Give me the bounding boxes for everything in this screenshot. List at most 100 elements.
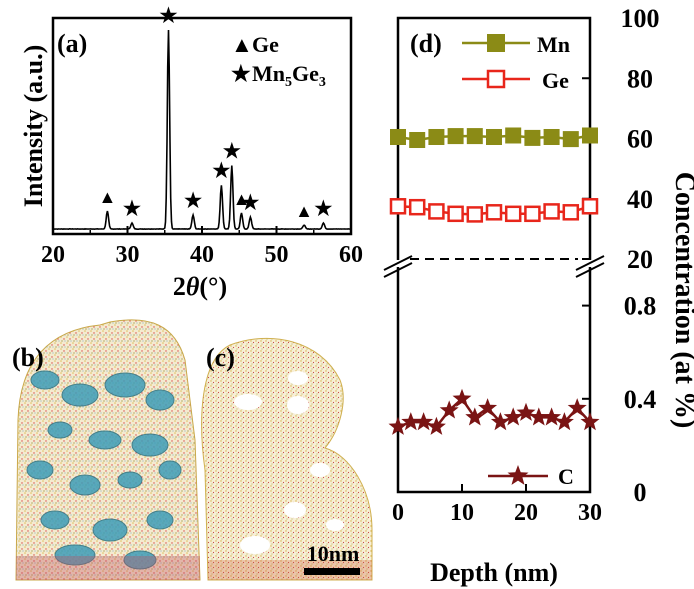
scale-bar-label: 10nm bbox=[307, 541, 360, 566]
series-mn-point bbox=[466, 128, 483, 145]
apt-reconstruction-c: (c) 10nm bbox=[201, 338, 373, 581]
series-c-point bbox=[414, 412, 434, 431]
series-ge-point bbox=[466, 206, 484, 223]
series-c-point bbox=[567, 398, 587, 417]
series-c-point bbox=[388, 416, 408, 435]
series-ge-point bbox=[389, 198, 407, 215]
panel-d-label: (d) bbox=[410, 29, 442, 58]
legend-mn-marker bbox=[487, 34, 505, 52]
series-ge-point bbox=[562, 204, 580, 221]
series-c-point bbox=[452, 388, 472, 407]
conc-y-tick-label: 40 bbox=[627, 185, 653, 214]
legend-mn-label: Mn bbox=[537, 32, 570, 57]
xrd-x-tick-label: 50 bbox=[265, 242, 289, 268]
legend-ge-label: Ge bbox=[252, 32, 279, 57]
series-mn-point bbox=[543, 128, 560, 145]
series-c-point bbox=[542, 407, 562, 426]
panel-a-label: (a) bbox=[57, 29, 87, 58]
legend-ge-symbol: ▲ bbox=[231, 32, 253, 57]
conc-x-tick-label: 0 bbox=[392, 500, 404, 526]
apt-reconstruction-b: (b) bbox=[12, 319, 201, 581]
conc-x-tick-label: 20 bbox=[514, 500, 538, 526]
xrd-x-tick-label: 60 bbox=[339, 242, 363, 268]
mn5ge3-clusters bbox=[26, 370, 182, 570]
series-mn-point bbox=[428, 128, 445, 145]
series-c-point bbox=[465, 407, 485, 426]
series-mn-point bbox=[505, 127, 522, 144]
legend-ge-label: Ge bbox=[542, 68, 569, 93]
xrd-legend: ▲ Ge ★ Mn5Ge3 bbox=[231, 32, 326, 90]
series-c-point bbox=[516, 402, 536, 421]
conc-y-tick-label: 0 bbox=[634, 478, 647, 507]
conc-x-tick-label: 10 bbox=[450, 500, 474, 526]
xrd-peak-marker: ▲ bbox=[98, 187, 116, 207]
series-ge-point bbox=[524, 205, 541, 223]
xrd-panel: (a) ▲ Ge ★ Mn5Ge3 ▲★★★★★▲★ ▲ ★ 20 30 40 50 60 … bbox=[19, 5, 363, 301]
series-mn-point bbox=[486, 128, 502, 145]
xrd-peak-marker: ★ bbox=[241, 192, 259, 214]
conc-y-tick-label: 80 bbox=[627, 64, 653, 93]
series-ge-point bbox=[447, 205, 464, 223]
series-c-point bbox=[478, 398, 498, 417]
series-mn-point bbox=[447, 128, 464, 145]
conc-y-tick-label: 60 bbox=[627, 125, 653, 154]
conc-y-tick-label: 20 bbox=[627, 245, 653, 274]
xrd-x-axis-label: 2θ(°) bbox=[173, 272, 227, 301]
legend-mn5ge3-label: Mn5Ge3 bbox=[252, 61, 326, 90]
series-ge-point bbox=[485, 204, 503, 221]
series-mn-point bbox=[524, 129, 541, 146]
series-c-point bbox=[490, 412, 510, 431]
series-mn-point bbox=[582, 127, 598, 144]
conc-y-tick-label: 0.8 bbox=[624, 292, 657, 321]
xrd-y-axis-label: Intensity (a.u.) bbox=[19, 45, 48, 208]
conc-x-tick-label: 30 bbox=[578, 500, 602, 526]
series-ge-point bbox=[543, 203, 560, 220]
conc-y-tick-label: 0.4 bbox=[624, 385, 657, 414]
xrd-peak-marker: ▲ bbox=[233, 189, 251, 209]
legend-mn5ge3-symbol: ★ bbox=[231, 61, 251, 86]
panel-c-label: (c) bbox=[206, 343, 235, 372]
series-c-point bbox=[529, 407, 549, 426]
series-mn-point bbox=[562, 131, 579, 148]
legend-mn: Mn bbox=[462, 32, 570, 57]
axis-break-marks bbox=[383, 255, 605, 278]
xrd-x-tick-label: 30 bbox=[116, 242, 140, 268]
series-ge-point bbox=[408, 198, 426, 216]
concentration-panel: 20 40 60 80 100 0 0.4 0.8 0 10 20 30 (d) Mn Ge C De… bbox=[383, 4, 694, 587]
series-ge-point bbox=[581, 198, 599, 215]
series-c-point bbox=[503, 407, 523, 426]
cluster-voids bbox=[234, 371, 344, 554]
conc-x-axis-label: Depth (nm) bbox=[430, 558, 558, 587]
legend-c-label: C bbox=[558, 464, 574, 489]
conc-y-tick-label: 100 bbox=[621, 4, 660, 33]
legend-ge-marker bbox=[486, 69, 506, 89]
series-ge-point bbox=[504, 205, 522, 223]
series-c-point bbox=[401, 412, 421, 431]
xrd-peak-markers: ▲★★★★★▲★ ▲ ★ bbox=[98, 5, 332, 221]
conc-series bbox=[388, 127, 600, 435]
series-mn-point bbox=[390, 128, 406, 145]
xrd-peak-marker: ★ bbox=[123, 198, 141, 220]
xrd-peak-marker: ★ bbox=[212, 160, 230, 182]
series-c-point bbox=[439, 400, 459, 419]
series-c-point bbox=[580, 412, 600, 431]
legend-c-marker bbox=[507, 465, 529, 485]
series-c-point bbox=[554, 412, 574, 431]
xrd-peak-marker: ★ bbox=[223, 140, 241, 162]
series-c-point bbox=[426, 416, 446, 435]
scale-bar bbox=[304, 568, 360, 575]
xrd-x-tick-label: 40 bbox=[190, 242, 214, 268]
xrd-x-tick-label: 20 bbox=[41, 242, 65, 268]
series-mn-point bbox=[409, 132, 426, 149]
xrd-x-ticks: 20 30 40 50 60 bbox=[41, 226, 363, 268]
series-ge-point bbox=[428, 203, 445, 220]
apt-bottom-band-b bbox=[16, 556, 200, 580]
conc-y-axis-label: Concentration (at %) bbox=[669, 172, 694, 429]
legend-ge: Ge bbox=[462, 68, 569, 93]
conc-frame-lower bbox=[396, 267, 592, 494]
xrd-peak-marker: ★ bbox=[184, 190, 202, 212]
legend-c: C bbox=[488, 464, 574, 489]
panel-b-label: (b) bbox=[12, 343, 44, 372]
conc-ticks: 20 40 60 80 100 0 0.4 0.8 0 10 20 30 bbox=[392, 4, 660, 526]
